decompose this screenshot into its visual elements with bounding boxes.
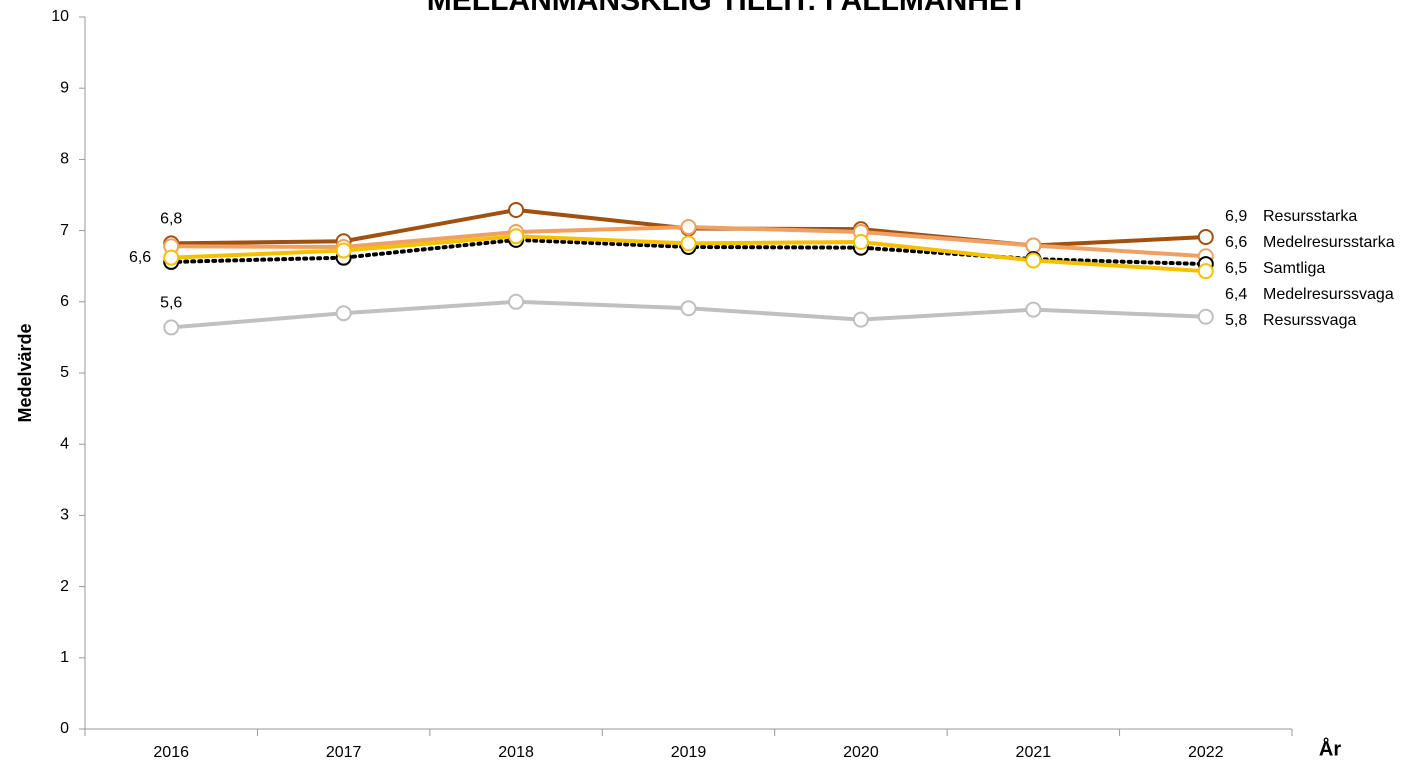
y-tick-label: 3	[60, 507, 69, 524]
data-label: 6,4	[1225, 286, 1247, 303]
point	[508, 228, 525, 245]
y-tick-label: 8	[60, 151, 69, 168]
y-tick-label: 1	[60, 649, 69, 666]
x-tick-label: 2021	[1016, 744, 1052, 761]
y-tick-label: 2	[60, 578, 69, 595]
y-tick-label: 6	[60, 293, 69, 310]
point	[1197, 263, 1214, 280]
data-label: 6,6	[1225, 234, 1247, 251]
point	[1197, 229, 1214, 246]
point	[1197, 308, 1214, 325]
point	[852, 311, 869, 328]
legend-label: Resursstarka	[1263, 208, 1357, 225]
x-axis-label: År	[1319, 736, 1341, 760]
y-tick-label: 0	[60, 720, 69, 737]
x-tick-label: 2016	[153, 744, 189, 761]
point	[1025, 237, 1042, 254]
point	[335, 305, 352, 322]
x-tick-label: 2019	[671, 744, 707, 761]
point	[1025, 301, 1042, 318]
point	[508, 201, 525, 218]
point	[680, 235, 697, 252]
data-label: 5,8	[1225, 312, 1247, 329]
chart-title: MELLANMÄNSKLIG TILLIT: I ALLMÄNHET	[427, 0, 1027, 17]
y-tick-label: 7	[60, 222, 69, 239]
legend-label: Medelresursstarka	[1263, 234, 1395, 251]
point	[508, 293, 525, 310]
legend-label: Medelresurssvaga	[1263, 286, 1394, 303]
point	[680, 219, 697, 236]
point	[852, 233, 869, 250]
data-label: 6,8	[160, 211, 182, 228]
point	[163, 249, 180, 266]
x-tick-label: 2020	[843, 744, 879, 761]
y-tick-label: 4	[60, 435, 69, 452]
data-label: 6,6	[129, 249, 151, 266]
point	[163, 319, 180, 336]
data-label: 6,5	[1225, 260, 1247, 277]
x-tick-label: 2017	[326, 744, 362, 761]
y-axis-label: Medelvärde	[15, 323, 35, 422]
legend-label: Resurssvaga	[1263, 312, 1356, 329]
y-tick-label: 9	[60, 79, 69, 96]
data-label: 6,9	[1225, 208, 1247, 225]
data-label: 5,6	[160, 295, 182, 312]
x-tick-label: 2018	[498, 744, 534, 761]
x-tick-label: 2022	[1188, 744, 1224, 761]
point	[680, 300, 697, 317]
point	[335, 242, 352, 259]
legend-label: Samtliga	[1263, 260, 1325, 277]
y-tick-label: 10	[51, 8, 69, 25]
point	[1025, 252, 1042, 269]
y-tick-label: 5	[60, 364, 69, 381]
